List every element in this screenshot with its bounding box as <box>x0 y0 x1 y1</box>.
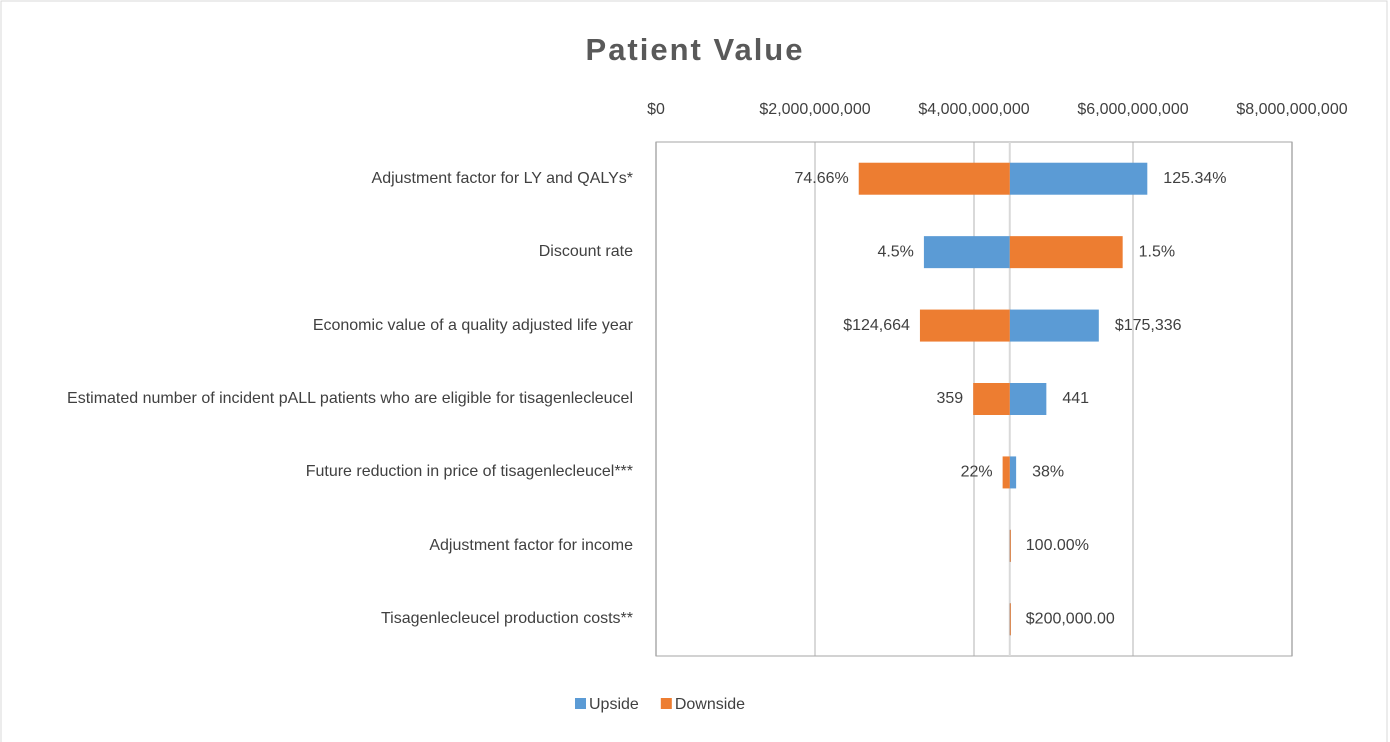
bar-label: 359 <box>937 390 964 407</box>
x-tick-label: $4,000,000,000 <box>918 101 1029 118</box>
bar <box>923 236 1010 269</box>
category-label: Discount rate <box>0 222 633 282</box>
chart-title: Patient Value <box>586 32 805 67</box>
category-text: Discount rate <box>538 243 633 261</box>
x-tick-label: $8,000,000,000 <box>1236 101 1347 118</box>
bar <box>973 383 1010 415</box>
bar <box>1009 236 1123 269</box>
category-text: Tisagenlecleucel production costs** <box>381 610 633 628</box>
x-tick-label: $0 <box>647 101 665 118</box>
category-label: Adjustment factor for LY and QALYs* <box>0 149 633 209</box>
category-label: Economic value of a quality adjusted lif… <box>0 296 633 356</box>
bar-label: 100.00% <box>1026 537 1089 554</box>
legend-swatch <box>660 698 672 709</box>
category-label: Adjustment factor for income <box>0 516 633 576</box>
legend-label: Downside <box>675 696 745 713</box>
bar-label: 125.34% <box>1163 170 1226 187</box>
bar <box>1009 603 1011 636</box>
category-text: Future reduction in price of tisagenlecl… <box>305 463 633 481</box>
category-text: Adjustment factor for LY and QALYs* <box>371 169 633 187</box>
bar-label: 4.5% <box>877 243 913 260</box>
bar-label: $175,336 <box>1115 317 1182 334</box>
x-tick-label: $2,000,000,000 <box>759 101 870 118</box>
bar-label: 22% <box>961 464 993 481</box>
bar-label: $124,664 <box>843 317 910 334</box>
legend-swatch <box>575 698 586 709</box>
bar <box>1009 456 1017 489</box>
bar-label: 1.5% <box>1139 243 1175 260</box>
legend-label: Upside <box>589 696 639 713</box>
bar-label: 38% <box>1032 464 1064 481</box>
bar-label: 74.66% <box>794 170 848 187</box>
bar <box>858 162 1010 195</box>
category-text: Estimated number of incident pALL patien… <box>67 390 633 407</box>
bar <box>1009 383 1047 415</box>
category-text: Adjustment factor for income <box>429 536 633 554</box>
category-text: Economic value of a quality adjusted lif… <box>312 316 633 334</box>
plot-border <box>655 141 1293 657</box>
bar <box>1009 529 1011 562</box>
category-label: Estimated number of incident pALL patien… <box>0 369 633 429</box>
bar-label: $200,000.00 <box>1026 611 1115 628</box>
category-label: Tisagenlecleucel production costs** <box>0 589 633 649</box>
bar <box>1002 456 1010 489</box>
bar <box>1009 162 1148 195</box>
bar <box>919 309 1010 342</box>
bar <box>1009 309 1099 342</box>
x-tick-label: $6,000,000,000 <box>1077 101 1188 118</box>
bar-label: 441 <box>1062 390 1089 407</box>
category-label: Future reduction in price of tisagenlecl… <box>0 442 633 502</box>
